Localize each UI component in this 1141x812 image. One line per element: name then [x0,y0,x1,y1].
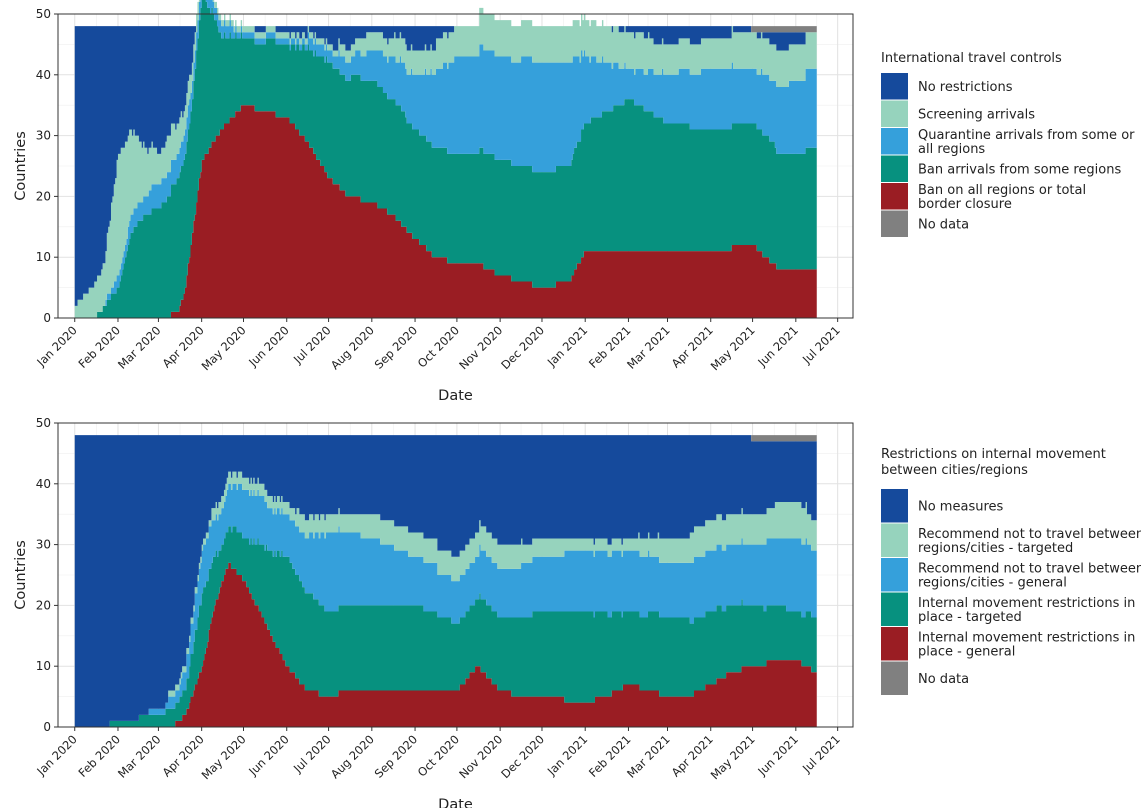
legend-label-screening-arrivals: Screening arrivals [918,107,1035,122]
x-tick-label: Jan 2021 [544,732,590,778]
x-tick-label: Dec 2020 [498,323,547,372]
x-tick-label: Jul 2020 [290,323,334,367]
legend-key-screening-arrivals [881,100,908,127]
x-tick-label: Jan 2020 [33,323,79,369]
legend-label-internal-movement-restrictions-in-place-general: Internal movement restrictions in [918,630,1135,645]
y-tick-label: 50 [36,416,51,430]
x-tick-label: May 2021 [708,732,758,782]
stacked-areas [74,435,817,727]
legend-label-internal-movement-restrictions-in-place-targeted: Internal movement restrictions in [918,596,1135,611]
legend-key-no-data [881,210,908,237]
x-tick-label: Jan 2021 [544,323,590,369]
y-tick-label: 0 [43,311,51,325]
legend-label-quarantine-arrivals-from-some-or-all-regions: all regions [918,142,985,157]
x-tick-label: Jun 2020 [245,323,292,370]
area-recommend-not-to-travel-between-regions-cities-general [74,483,817,727]
x-tick-label: Mar 2021 [624,323,673,372]
area-ban-arrivals-from-some-regions [74,0,817,318]
legend-key-ban-on-all-regions-or-total-border-closure [881,183,908,210]
legend-key-no-restrictions [881,73,908,100]
legend-label-internal-movement-restrictions-in-place-targeted: place - targeted [918,610,1022,625]
area-quarantine-arrivals-from-some-or-all-regions [74,0,817,318]
y-tick-label: 10 [36,250,51,264]
legend-label-recommend-not-to-travel-between-regions-cities-general: Recommend not to travel between [918,561,1141,576]
legend-key-ban-arrivals-from-some-regions [881,155,908,182]
y-axis-title: Countries [13,540,29,610]
x-tick-label: May 2021 [708,323,758,373]
legend-label-no-measures: No measures [918,499,1004,514]
legend: Restrictions on internal movementbetween… [881,447,1141,695]
legend-label-quarantine-arrivals-from-some-or-all-regions: Quarantine arrivals from some or [918,128,1135,143]
x-tick-label: Mar 2020 [115,323,164,372]
y-tick-label: 40 [36,68,51,82]
area-no-measures [74,435,817,727]
x-tick-label: Nov 2020 [456,323,505,372]
legend-label-ban-arrivals-from-some-regions: Ban arrivals from some regions [918,162,1121,177]
legend-label-recommend-not-to-travel-between-regions-cities-general: regions/cities - general [918,575,1067,590]
x-tick-label: Jul 2021 [799,732,843,776]
x-tick-label: Aug 2020 [328,732,377,781]
x-tick-label: Jul 2020 [290,732,334,776]
legend-label-internal-movement-restrictions-in-place-general: place - general [918,644,1015,659]
x-tick-label: Sep 2020 [372,323,421,372]
legend-key-recommend-not-to-travel-between-regions-cities-general [881,558,908,592]
y-tick-label: 0 [43,720,51,734]
x-tick-label: Aug 2020 [328,323,377,372]
legend-label-no-restrictions: No restrictions [918,80,1013,95]
legend-title: between cities/regions [881,463,1028,478]
x-tick-label: Oct 2020 [415,323,462,370]
y-axis-title: Countries [13,131,29,201]
legend-label-no-data: No data [918,672,969,687]
x-tick-label: May 2020 [199,323,249,373]
x-tick-label: Mar 2021 [624,732,673,781]
legend-key-internal-movement-restrictions-in-place-general [881,627,908,661]
legend-key-quarantine-arrivals-from-some-or-all-regions [881,128,908,155]
legend-key-no-data [881,661,908,695]
legend-label-recommend-not-to-travel-between-regions-cities-targeted: Recommend not to travel between [918,527,1141,542]
y-tick-label: 50 [36,7,51,21]
legend-title: International travel controls [881,51,1062,66]
legend: International travel controls No restrict… [881,51,1135,237]
x-tick-label: Dec 2020 [498,732,547,781]
stacked-areas [74,0,817,318]
legend-key-internal-movement-restrictions-in-place-targeted [881,592,908,626]
x-tick-label: Jun 2021 [754,732,801,779]
x-tick-label: Mar 2020 [115,732,164,781]
area-internal-movement-restrictions-in-place-targeted [74,526,817,727]
x-tick-label: Jan 2020 [33,732,79,778]
x-tick-label: Sep 2020 [372,732,421,781]
y-tick-label: 40 [36,477,51,491]
area-no-restrictions [74,0,817,306]
y-tick-label: 20 [36,189,51,203]
legend-label-ban-on-all-regions-or-total-border-closure: Ban on all regions or total [918,183,1086,198]
legend-key-no-measures [881,489,908,523]
legend-title: Restrictions on internal movement [881,447,1106,462]
plot-border [57,422,854,728]
x-tick-label: May 2020 [199,732,249,782]
x-tick-label: Jul 2021 [799,323,843,367]
x-axis-title: Date [438,388,473,404]
x-tick-label: Jun 2020 [245,732,292,779]
area-ban-on-all-regions-or-total-border-closure [74,105,817,318]
y-tick-label: 20 [36,598,51,612]
y-tick-label: 10 [36,659,51,673]
area-internal-movement-restrictions-in-place-general [74,562,817,727]
legend-label-ban-on-all-regions-or-total-border-closure: border closure [918,197,1012,212]
legend-label-recommend-not-to-travel-between-regions-cities-targeted: regions/cities - targeted [918,541,1073,556]
x-tick-label: Nov 2020 [456,732,505,781]
legend-label-no-data: No data [918,217,969,232]
x-tick-label: Oct 2020 [415,732,462,779]
y-tick-label: 30 [36,129,51,143]
x-axis-title: Date [438,797,473,808]
plot-border [57,13,854,319]
legend-key-recommend-not-to-travel-between-regions-cities-targeted [881,523,908,557]
y-tick-label: 30 [36,538,51,552]
x-tick-label: Jun 2021 [754,323,801,370]
